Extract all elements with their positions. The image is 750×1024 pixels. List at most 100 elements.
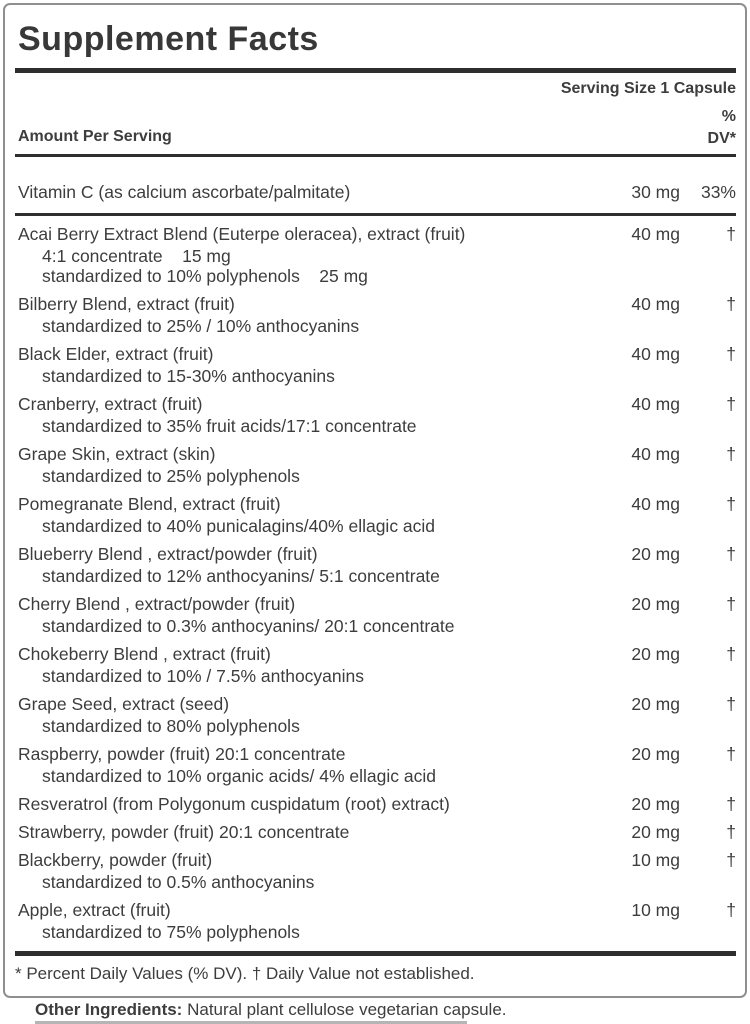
ingredient-amount: 20 mg <box>631 644 680 664</box>
ingredient-dv: † <box>726 794 736 814</box>
ingredient-row-main: Acai Berry Extract Blend (Euterpe olerac… <box>18 224 736 244</box>
supplement-facts-panel: Supplement Facts Serving Size 1 Capsule … <box>3 3 747 998</box>
ingredient-name: Acai Berry Extract Blend (Euterpe olerac… <box>18 224 466 244</box>
ingredient-subnote: standardized to 0.3% anthocyanins/ 20:1 … <box>42 616 455 636</box>
ingredient-amount: 10 mg <box>631 900 680 920</box>
percent-dv-header-line1: % <box>721 108 736 125</box>
ingredient-name: Blackberry, powder (fruit) <box>18 850 213 870</box>
ingredient-row: Bilberry Blend, extract (fruit) 40 mg † sta… <box>18 294 736 336</box>
ingredient-dv: † <box>726 394 736 414</box>
ingredient-amount: 40 mg <box>631 344 680 364</box>
ingredient-subnote: standardized to 75% polyphenols <box>42 922 300 942</box>
ingredient-dv: † <box>726 694 736 714</box>
ingredient-amount: 40 mg <box>631 224 680 244</box>
ingredient-row: Resveratrol (from Polygonum cuspidatum (… <box>18 794 736 814</box>
ingredient-amount: 30 mg <box>631 182 680 202</box>
header-divider <box>15 154 736 157</box>
ingredient-name: Vitamin C (as calcium ascorbate/palmitat… <box>18 182 351 202</box>
ingredient-dv: † <box>726 850 736 870</box>
ingredient-row-main: Strawberry, powder (fruit) 20:1 concentr… <box>18 822 736 842</box>
ingredient-name: Grape Skin, extract (skin) <box>18 444 216 464</box>
ingredient-subnote: standardized to 40% punicalagins/40% ell… <box>42 516 436 536</box>
ingredient-row-main: Black Elder, extract (fruit) 40 mg † <box>18 344 736 364</box>
ingredient-dv: † <box>726 344 736 364</box>
ingredient-row-main: Cranberry, extract (fruit) 40 mg † <box>18 394 736 414</box>
ingredient-row: Pomegranate Blend, extract (fruit) 40 mg †… <box>18 494 736 536</box>
ingredient-row: Cherry Blend , extract/powder (fruit) 20 … <box>18 594 736 636</box>
ingredient-subnote: standardized to 10% polyphenols 25 mg <box>42 266 368 286</box>
ingredient-subnote: standardized to 10% / 7.5% anthocyanins <box>42 666 365 686</box>
ingredient-dv: † <box>726 494 736 514</box>
ingredient-name: Black Elder, extract (fruit) <box>18 344 214 364</box>
ingredient-dv: † <box>726 822 736 842</box>
ingredient-name: Cranberry, extract (fruit) <box>18 394 203 414</box>
ingredient-subnote: standardized to 10% organic acids/ 4% el… <box>42 766 436 786</box>
ingredient-row: Apple, extract (fruit) 10 mg † standardized… <box>18 900 736 942</box>
footnote: * Percent Daily Values (% DV). † Daily V… <box>15 964 475 983</box>
ingredient-name: Blueberry Blend , extract/powder (fruit) <box>18 544 318 564</box>
ingredient-dv: † <box>726 544 736 564</box>
ingredient-amount: 20 mg <box>631 694 680 714</box>
ingredient-name: Raspberry, powder (fruit) 20:1 concentra… <box>18 744 346 764</box>
ingredient-subnote: standardized to 80% polyphenols <box>42 716 300 736</box>
ingredient-row: Vitamin C (as calcium ascorbate/palmitat… <box>18 182 736 202</box>
ingredient-row: Cranberry, extract (fruit) 40 mg † standard… <box>18 394 736 436</box>
ingredient-row: Grape Seed, extract (seed) 20 mg † standard… <box>18 694 736 736</box>
ingredient-name: Cherry Blend , extract/powder (fruit) <box>18 594 296 614</box>
amount-per-serving-header: Amount Per Serving <box>18 128 172 145</box>
ingredient-name: Apple, extract (fruit) <box>18 900 171 920</box>
ingredient-amount: 20 mg <box>631 544 680 564</box>
other-ingredients-label: Other Ingredients: <box>35 1000 183 1019</box>
ingredient-row: Strawberry, powder (fruit) 20:1 concentr… <box>18 822 736 842</box>
ingredient-amount: 20 mg <box>631 594 680 614</box>
percent-dv-header-line2: DV* <box>707 130 736 147</box>
ingredient-row-main: Cherry Blend , extract/powder (fruit) 20 … <box>18 594 736 614</box>
ingredient-dv: † <box>726 744 736 764</box>
ingredient-amount: 20 mg <box>631 744 680 764</box>
ingredient-row-main: Grape Seed, extract (seed) 20 mg † <box>18 694 736 714</box>
ingredient-dv: † <box>726 900 736 920</box>
ingredient-dv: † <box>726 644 736 664</box>
ingredient-amount: 20 mg <box>631 794 680 814</box>
ingredient-dv: † <box>726 444 736 464</box>
ingredient-row-main: Raspberry, powder (fruit) 20:1 concentra… <box>18 744 736 764</box>
ingredient-name: Pomegranate Blend, extract (fruit) <box>18 494 281 514</box>
ingredient-amount: 40 mg <box>631 394 680 414</box>
ingredient-row-main: Pomegranate Blend, extract (fruit) 40 mg † <box>18 494 736 514</box>
ingredient-row: Chokeberry Blend , extract (fruit) 20 mg †… <box>18 644 736 686</box>
ingredient-amount: 40 mg <box>631 494 680 514</box>
ingredient-subnote: standardized to 25% / 10% anthocyanins <box>42 316 360 336</box>
ingredient-row: Black Elder, extract (fruit) 40 mg † standa… <box>18 344 736 386</box>
percent-dv-header: % DV* <box>708 106 736 150</box>
vitamin-c-divider <box>15 213 736 216</box>
ingredient-dv: † <box>726 294 736 314</box>
ingredient-amount: 20 mg <box>631 822 680 842</box>
serving-size: Serving Size 1 Capsule <box>560 80 736 97</box>
ingredient-row: Acai Berry Extract Blend (Euterpe olerac… <box>18 224 736 286</box>
ingredient-amount: 10 mg <box>631 850 680 870</box>
ingredient-name: Strawberry, powder (fruit) 20:1 concentr… <box>18 822 350 842</box>
ingredient-rows: Vitamin C (as calcium ascorbate/palmitat… <box>15 182 736 942</box>
ingredient-subnote: standardized to 12% anthocyanins/ 5:1 co… <box>42 566 440 586</box>
ingredient-subnote: standardized to 15-30% anthocyanins <box>42 366 335 386</box>
ingredient-row-main: Chokeberry Blend , extract (fruit) 20 mg † <box>18 644 736 664</box>
other-ingredients: Other Ingredients: Natural plant cellulo… <box>35 1000 507 1020</box>
ingredient-row-main: Vitamin C (as calcium ascorbate/palmitat… <box>18 182 736 202</box>
ingredient-amount: 40 mg <box>631 444 680 464</box>
ingredient-dv: 33% <box>700 182 736 202</box>
ingredient-row-main: Bilberry Blend, extract (fruit) 40 mg † <box>18 294 736 314</box>
ingredient-row: Raspberry, powder (fruit) 20:1 concentra… <box>18 744 736 786</box>
panel-title: Supplement Facts <box>18 20 319 58</box>
ingredient-subnote: standardized to 25% polyphenols <box>42 466 300 486</box>
ingredient-dv: † <box>726 594 736 614</box>
ingredient-row: Blackberry, powder (fruit) 10 mg † standard… <box>18 850 736 892</box>
ingredient-subnote: standardized to 35% fruit acids/17:1 con… <box>42 416 417 436</box>
column-headers: Amount Per Serving % DV* <box>18 106 736 150</box>
ingredient-row-main: Grape Skin, extract (skin) 40 mg † <box>18 444 736 464</box>
ingredient-row: Grape Skin, extract (skin) 40 mg † standard… <box>18 444 736 486</box>
ingredient-subnote: standardized to 0.5% anthocyanins <box>42 872 315 892</box>
ingredient-row-main: Blueberry Blend , extract/powder (fruit)… <box>18 544 736 564</box>
ingredient-name: Bilberry Blend, extract (fruit) <box>18 294 235 314</box>
ingredient-row: Blueberry Blend , extract/powder (fruit)… <box>18 544 736 586</box>
